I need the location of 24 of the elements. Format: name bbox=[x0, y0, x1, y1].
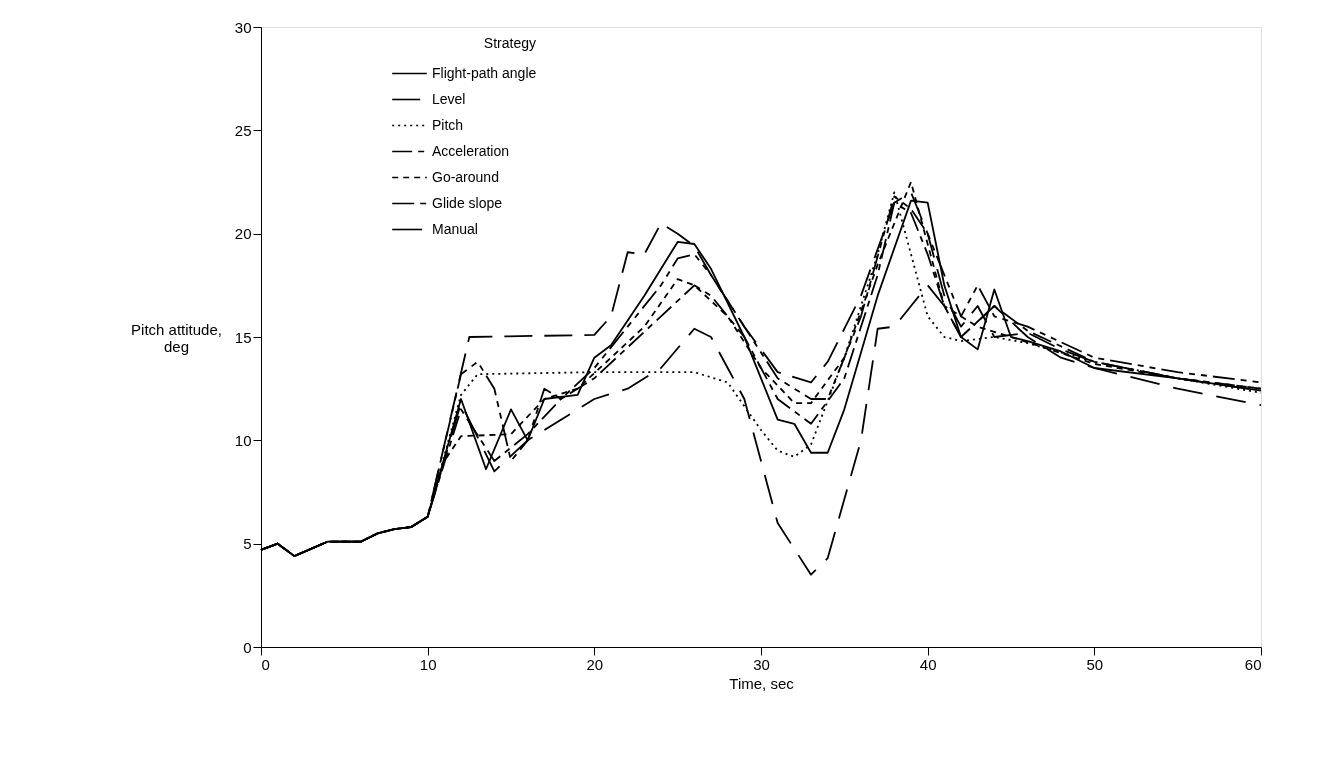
legend-label: Pitch bbox=[432, 116, 464, 133]
x-tick-label: 40 bbox=[919, 655, 937, 673]
legend-label: Glide slope bbox=[432, 194, 503, 211]
legend-label: Go-around bbox=[432, 168, 499, 185]
y-tick-label: 15 bbox=[234, 328, 252, 346]
y-tick-label: 5 bbox=[243, 535, 252, 553]
x-tick-label: 30 bbox=[753, 655, 770, 673]
legend-label: Manual bbox=[432, 220, 478, 237]
x-tick-label: 50 bbox=[1086, 655, 1104, 673]
x-tick-label: 10 bbox=[419, 655, 437, 673]
x-axis-title: Time, sec bbox=[729, 674, 795, 692]
x-tick-label: 20 bbox=[586, 655, 604, 673]
legend-title: Strategy bbox=[483, 35, 536, 51]
y-tick-label: 10 bbox=[234, 431, 252, 449]
x-tick-label: 0 bbox=[261, 655, 270, 673]
y-tick-label: 30 bbox=[234, 18, 252, 36]
y-tick-label: 0 bbox=[243, 638, 252, 656]
y-tick-label: 25 bbox=[234, 121, 252, 139]
legend-label: Level bbox=[432, 90, 466, 107]
x-tick-label: 60 bbox=[1244, 655, 1262, 673]
legend-label: Acceleration bbox=[432, 142, 510, 159]
y-tick-label: 20 bbox=[234, 225, 252, 243]
y-axis-title: Pitch attitude, deg bbox=[131, 320, 222, 355]
legend-label: Flight-path angle bbox=[432, 64, 537, 81]
